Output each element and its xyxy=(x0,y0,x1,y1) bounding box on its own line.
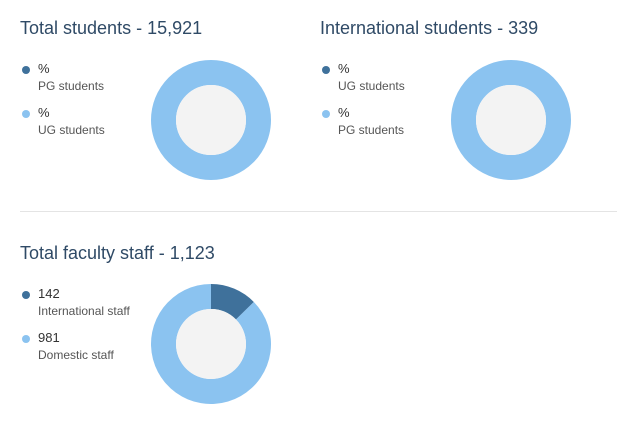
total-students-donut xyxy=(151,60,271,180)
slice-pg-students xyxy=(451,60,571,180)
legend-dot xyxy=(322,110,330,118)
total-students-legend: % PG students % UG students xyxy=(20,60,105,148)
legend-label: PG students xyxy=(338,123,405,137)
legend-value: % xyxy=(338,105,350,120)
donut-center xyxy=(476,85,546,155)
slice-ug-students xyxy=(151,60,271,180)
legend-item: 142 International staff xyxy=(20,285,130,329)
legend-dot xyxy=(22,291,30,299)
section-divider xyxy=(20,211,617,212)
legend-dot xyxy=(22,335,30,343)
legend-item: % UG students xyxy=(20,104,105,148)
legend-item: % PG students xyxy=(320,104,405,148)
legend-dot xyxy=(22,110,30,118)
international-students-donut xyxy=(451,60,571,180)
legend-value: % xyxy=(38,61,50,76)
legend-label: UG students xyxy=(38,123,105,137)
faculty-staff-title: Total faculty staff - 1,123 xyxy=(20,243,215,263)
legend-value: % xyxy=(338,61,350,76)
legend-item: 981 Domestic staff xyxy=(20,329,130,373)
international-students-title: International students - 339 xyxy=(320,18,539,38)
total-students-title: Total students - 15,921 xyxy=(20,18,203,38)
legend-label: UG students xyxy=(338,79,405,93)
international-students-legend: % UG students % PG students xyxy=(320,60,405,148)
faculty-staff-donut xyxy=(151,284,271,404)
legend-value: 981 xyxy=(38,330,60,345)
legend-dot xyxy=(22,66,30,74)
legend-label: International staff xyxy=(38,304,130,318)
slice-international-staff xyxy=(211,284,254,320)
donut-center xyxy=(176,85,246,155)
legend-value: % xyxy=(38,105,50,120)
legend-value: 142 xyxy=(38,286,60,301)
legend-label: Domestic staff xyxy=(38,348,114,362)
legend-item: % UG students xyxy=(320,60,405,104)
slice-domestic-staff xyxy=(151,284,271,404)
donut-center xyxy=(176,309,246,379)
legend-label: PG students xyxy=(38,79,105,93)
faculty-staff-legend: 142 International staff 981 Domestic sta… xyxy=(20,285,130,373)
legend-dot xyxy=(322,66,330,74)
legend-item: % PG students xyxy=(20,60,105,104)
